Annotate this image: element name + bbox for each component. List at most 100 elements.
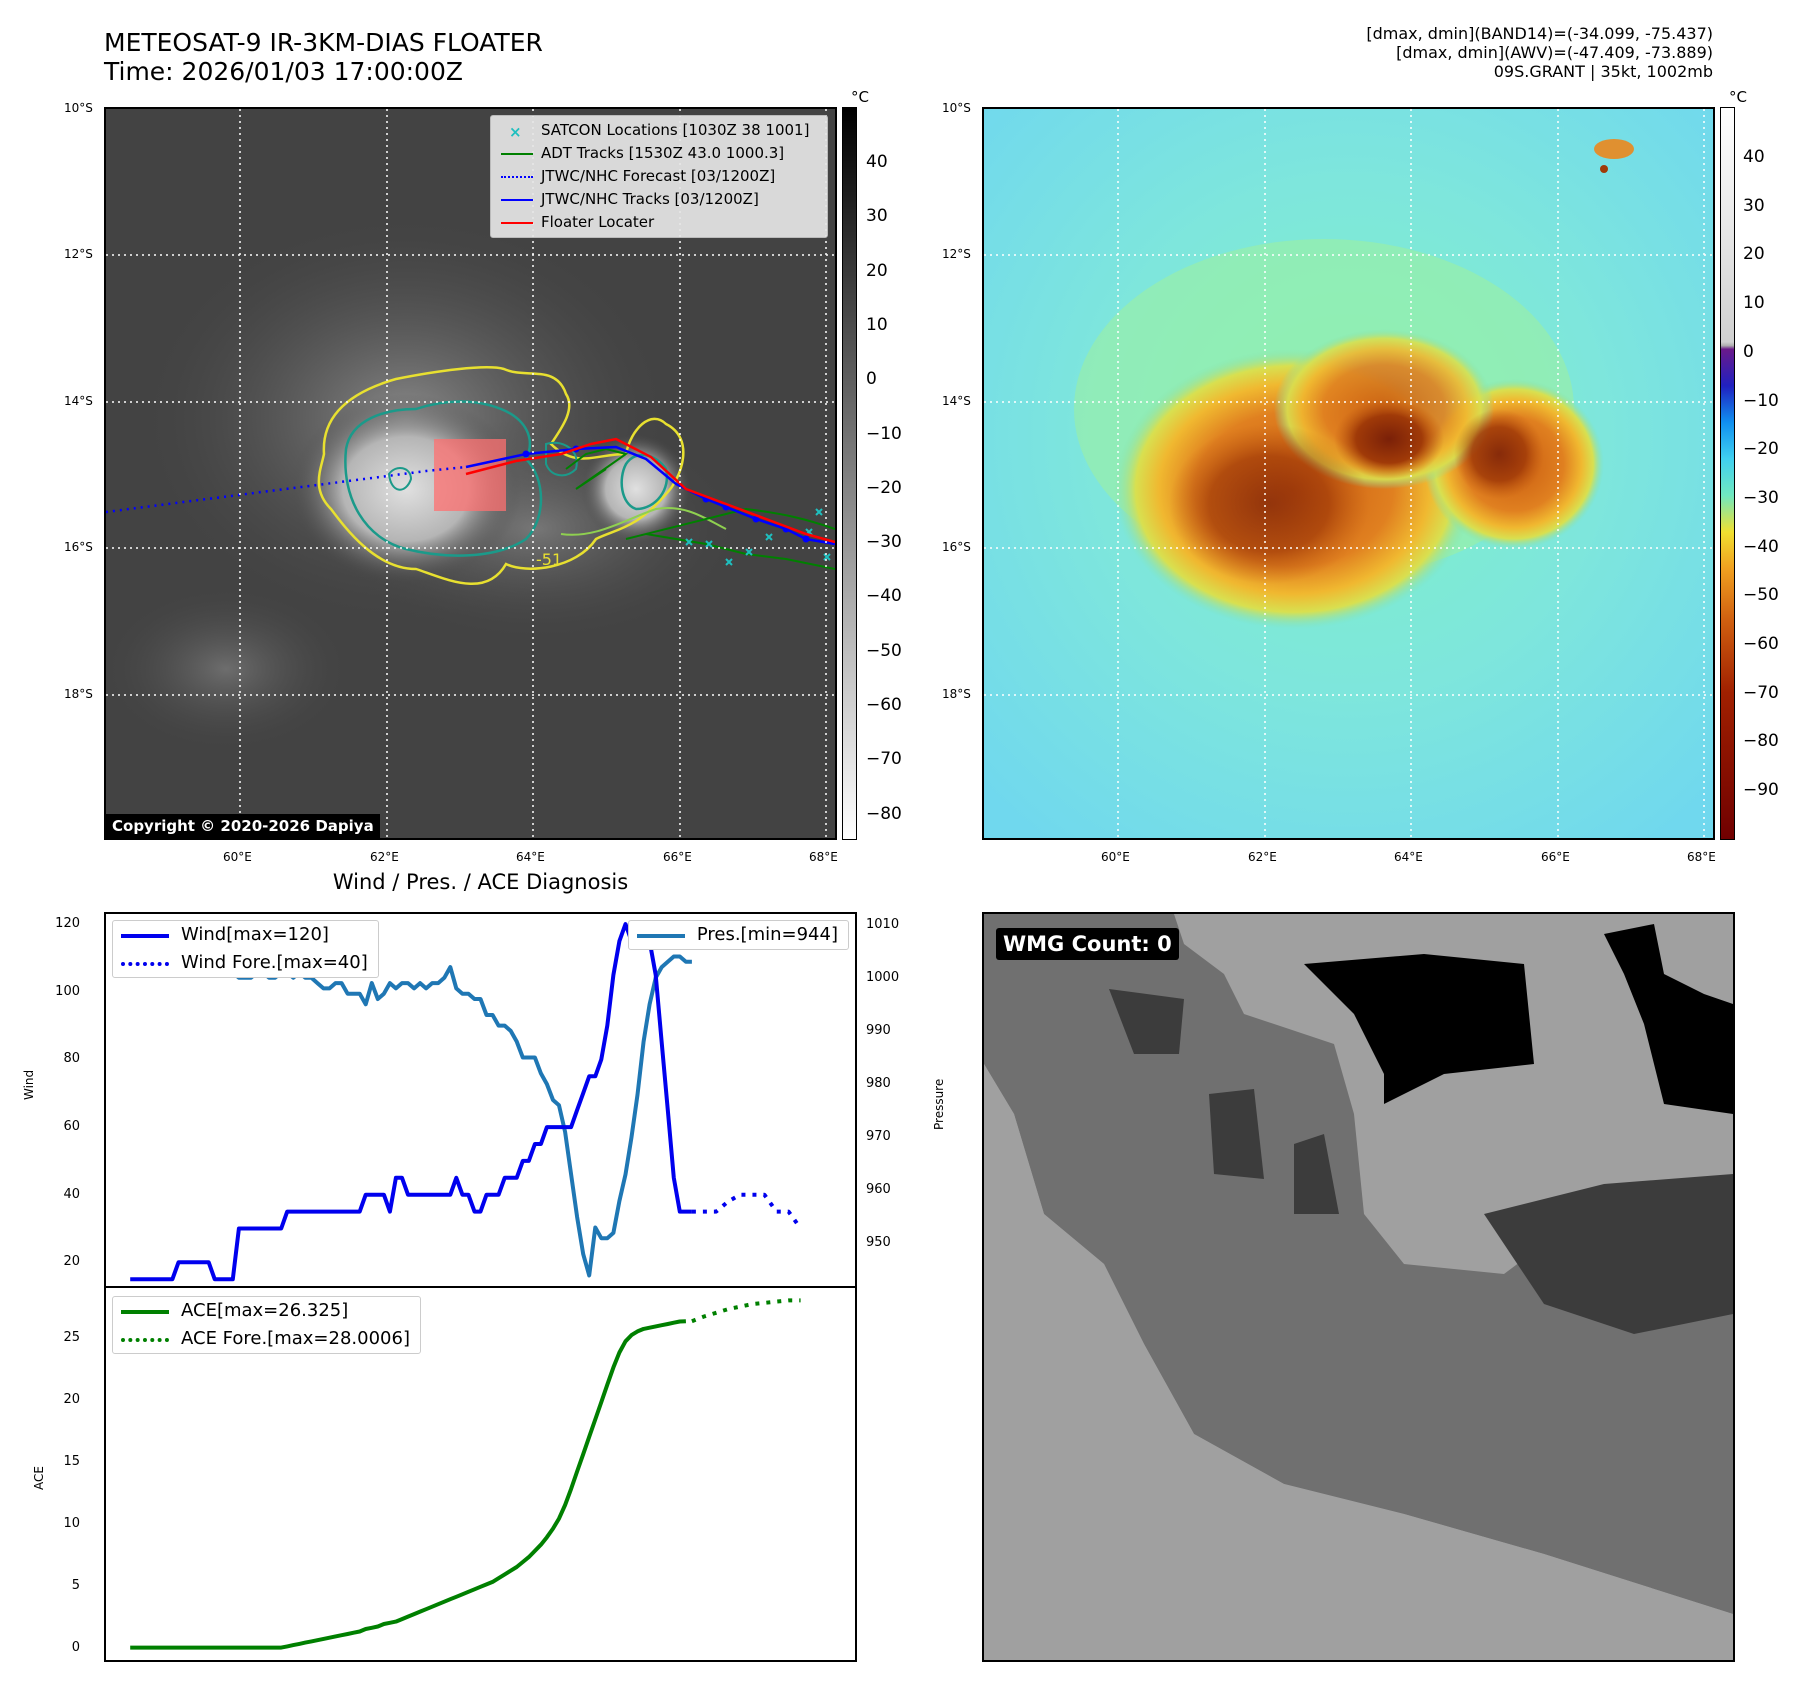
pressure-line [130,933,692,1278]
lat-label-12s: 12°S [64,247,93,261]
ir-grayscale-map: -51 × SATCON Locations [1030Z 38 1001] [104,107,837,840]
legend-floater: Floater Locater [491,211,827,234]
colorbar-tick: 10 [1743,293,1765,314]
wmg-count-badge: WMG Count: 0 [996,928,1179,960]
colorbar-tick: 40 [866,152,888,172]
legend-forecast: JTWC/NHC Forecast [03/1200Z] [491,165,827,188]
lon-label-66e: 66°E [663,850,692,864]
y-tick: 120 [55,916,80,932]
adt-line-icon [501,153,533,155]
legend-satcon: × SATCON Locations [1030Z 38 1001] [509,121,810,141]
wmg-panel: WMG Count: 0 [982,912,1735,1662]
ace-forecast-line [691,1298,801,1324]
legend-ace: ACE[max=26.325] [113,1297,420,1325]
legend-jtwc: JTWC/NHC Tracks [03/1200Z] [491,188,827,211]
adt-track-1 [625,507,835,540]
lat-label-10s: 10°S [64,101,93,115]
y-tick: 80 [63,1051,80,1067]
floater-track [465,437,835,544]
colorbar-tick: −70 [866,749,902,770]
legend-adt: ADT Tracks [1530Z 43.0 1000.3] [491,142,827,165]
wind-axis-label: Wind [22,1069,36,1100]
colorbar-tick: 30 [1743,195,1765,216]
colorbar-tick: −10 [1743,390,1779,411]
left-cbar-unit: °C [851,88,869,106]
colorbar-tick: 10 [866,314,888,335]
ace-forecast-line-icon [121,1338,169,1342]
y-tick: 980 [866,1076,891,1092]
colorbar-tick: 30 [866,206,888,227]
y-tick: 20 [63,1254,80,1270]
lat-label-14s: 14°S [64,394,93,408]
colorbar-tick: −80 [866,803,902,824]
r-lon-label-64e: 64°E [1394,850,1423,864]
main-title: METEOSAT-9 IR-3KM-DIAS FLOATER Time: 202… [104,28,543,86]
r-lon-label-62e: 62°E [1248,850,1277,864]
colorbar-tick: −50 [1743,585,1779,606]
y-tick: 10 [63,1515,80,1531]
lon-label-60e: 60°E [223,850,252,864]
colorbar-tick: −60 [866,695,902,715]
title-line-1: METEOSAT-9 IR-3KM-DIAS FLOATER [104,28,543,57]
colorbar-tick: −20 [866,477,902,498]
ir-color-image [984,109,1713,838]
map-legend: × SATCON Locations [1030Z 38 1001] ADT Tr… [490,115,828,238]
wind-forecast-line [691,1192,803,1230]
colorbar-tick: −80 [1743,731,1779,752]
right-colorbar [1720,107,1735,840]
colorbar-tick: −40 [866,586,902,607]
ace-panel: ACE[max=26.325] ACE Fore.[max=28.0006] [104,1286,857,1662]
y-tick: 960 [866,1182,891,1198]
lon-label-68e: 68°E [809,850,838,864]
y-tick: 100 [55,983,80,999]
y-tick: 15 [63,1453,80,1469]
band14-stats: [dmax, dmin](BAND14)=(-34.099, -75.437) [1366,24,1713,43]
floater-line-icon [501,222,533,224]
y-tick: 970 [866,1129,891,1145]
wind-line-icon [121,934,169,938]
pressure-legend: Pres.[min=944] [627,920,849,950]
r-lon-label-68e: 68°E [1687,850,1716,864]
wind-forecast-line-icon [121,962,169,966]
r-lat-label-10s: 10°S [942,101,971,115]
legend-ace-forecast: ACE Fore.[max=28.0006] [113,1325,420,1353]
adt-track-3 [565,447,629,490]
colorbar-tick: −50 [866,640,902,661]
lon-label-64e: 64°E [516,850,545,864]
y-tick: 20 [63,1391,80,1407]
awv-stats: [dmax, dmin](AWV)=(-47.409, -73.889) [1396,43,1713,62]
pressure-axis-label: Pressure [932,1078,946,1130]
colorbar-tick: −30 [1743,487,1779,508]
wind-legend: Wind[max=120] Wind Fore.[max=40] [112,920,379,978]
wmg-image [984,914,1733,1660]
wind-line [130,922,692,1282]
wind-pressure-panel: Wind[max=120] Wind Fore.[max=40] Pres.[m… [104,912,857,1288]
y-tick: 0 [71,1639,80,1655]
y-tick: 25 [63,1329,80,1345]
y-tick: 5 [71,1577,80,1593]
lat-label-16s: 16°S [64,540,93,554]
ace-line-icon [121,1310,169,1314]
r-lon-label-60e: 60°E [1101,850,1130,864]
colorbar-tick: −10 [866,423,902,444]
colorbar-tick: −90 [1743,780,1779,801]
stats-readout: [dmax, dmin](BAND14)=(-34.099, -75.437) … [1366,24,1713,81]
colorbar-tick: −60 [1743,634,1779,654]
colorbar-tick: 0 [1743,341,1754,362]
contour-yellow [317,366,685,585]
floater-box [434,439,506,511]
ace-axis-label: ACE [32,1466,46,1490]
colorbar-tick: 20 [1743,244,1765,265]
colorbar-tick: −30 [866,532,902,553]
contour-teal-3 [545,441,578,477]
satcon-markers [685,508,831,566]
pressure-line-icon [636,934,685,938]
y-tick: 1010 [866,916,900,932]
ace-plot [130,1298,801,1650]
r-lat-label-16s: 16°S [942,540,971,554]
legend-wind: Wind[max=120] [113,921,378,949]
y-tick: 60 [63,1119,80,1135]
colorbar-tick: 20 [866,260,888,281]
ace-line [130,1319,686,1650]
forecast-track [106,465,467,514]
